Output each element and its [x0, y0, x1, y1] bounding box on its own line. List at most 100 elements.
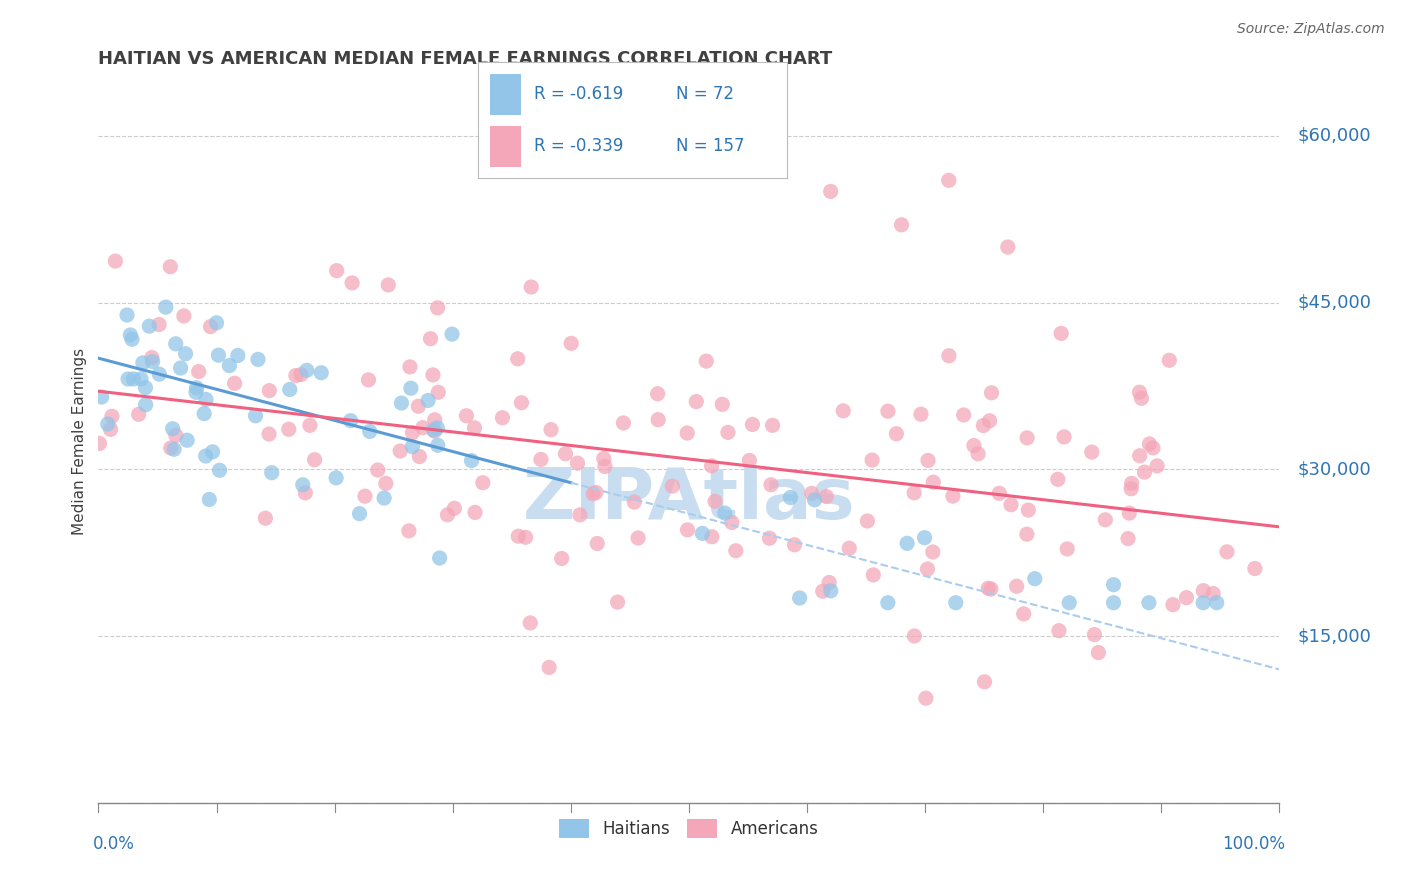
Point: [758, 531, 780, 545]
Point: [224, 376, 246, 391]
Point: [128, 407, 150, 421]
Point: [443, 501, 465, 516]
Point: [676, 425, 699, 440]
Point: [298, 418, 321, 433]
Point: [938, 173, 960, 187]
Point: [977, 582, 1000, 596]
Point: [207, 348, 229, 362]
Point: [560, 336, 582, 351]
Point: [606, 595, 628, 609]
Point: [1175, 591, 1198, 605]
Point: [647, 386, 669, 401]
Point: [290, 368, 312, 382]
Point: [917, 562, 939, 576]
Point: [100, 422, 122, 436]
Point: [1017, 431, 1039, 445]
Point: [398, 524, 420, 538]
Text: $30,000: $30,000: [1298, 460, 1371, 478]
Point: [815, 490, 838, 504]
Legend: Haitians, Americans: Haitians, Americans: [553, 813, 825, 845]
Point: [942, 489, 965, 503]
Point: [952, 408, 974, 422]
Point: [779, 491, 801, 505]
Point: [138, 319, 160, 334]
Point: [988, 486, 1011, 500]
Point: [245, 409, 267, 423]
Point: [491, 410, 513, 425]
Point: [1118, 506, 1140, 520]
Text: $60,000: $60,000: [1298, 127, 1371, 145]
Point: [508, 529, 530, 543]
Point: [374, 476, 396, 491]
Point: [820, 185, 842, 199]
Point: [903, 629, 925, 643]
Point: [1192, 596, 1215, 610]
Point: [582, 487, 605, 501]
Point: [193, 407, 215, 421]
Point: [117, 372, 139, 386]
Point: [661, 479, 683, 493]
Point: [205, 316, 228, 330]
Text: $15,000: $15,000: [1298, 627, 1371, 645]
Point: [592, 451, 614, 466]
Point: [122, 372, 145, 386]
Point: [700, 458, 723, 473]
Point: [1142, 441, 1164, 455]
Text: R = -0.339: R = -0.339: [534, 137, 623, 155]
Point: [876, 596, 898, 610]
Point: [515, 530, 537, 544]
Point: [759, 477, 782, 491]
Point: [463, 421, 485, 435]
Point: [724, 543, 747, 558]
Point: [1128, 385, 1150, 400]
Point: [761, 418, 783, 433]
Point: [201, 445, 224, 459]
Point: [134, 381, 156, 395]
Point: [1053, 430, 1076, 444]
Text: N = 157: N = 157: [676, 137, 745, 155]
Point: [162, 422, 184, 436]
Point: [938, 349, 960, 363]
Point: [917, 453, 939, 467]
Point: [1202, 586, 1225, 600]
Point: [506, 351, 529, 366]
Point: [1146, 458, 1168, 473]
Point: [1047, 624, 1070, 638]
Point: [194, 449, 217, 463]
Point: [1102, 577, 1125, 591]
Point: [890, 218, 912, 232]
Bar: [491, 126, 522, 167]
Point: [464, 505, 486, 519]
Point: [173, 309, 195, 323]
Point: [713, 506, 735, 520]
Point: [720, 516, 742, 530]
Point: [540, 423, 562, 437]
Point: [408, 399, 430, 413]
Point: [246, 352, 269, 367]
Point: [593, 459, 616, 474]
Point: [1050, 326, 1073, 341]
Point: [1116, 532, 1139, 546]
Point: [148, 368, 170, 382]
Point: [208, 463, 231, 477]
Point: [367, 463, 389, 477]
Point: [416, 393, 439, 408]
Point: [972, 418, 994, 433]
Point: [176, 434, 198, 448]
Point: [550, 551, 572, 566]
Point: [783, 538, 806, 552]
Point: [803, 492, 825, 507]
Point: [1121, 482, 1143, 496]
Point: [169, 361, 191, 376]
Text: 100.0%: 100.0%: [1222, 835, 1285, 854]
Point: [627, 531, 650, 545]
Point: [218, 359, 240, 373]
Point: [1017, 503, 1039, 517]
Point: [717, 425, 740, 440]
Point: [1137, 437, 1160, 451]
Point: [148, 318, 170, 332]
Point: [979, 414, 1001, 428]
Point: [295, 363, 318, 377]
Point: [426, 421, 449, 435]
Point: [174, 347, 197, 361]
